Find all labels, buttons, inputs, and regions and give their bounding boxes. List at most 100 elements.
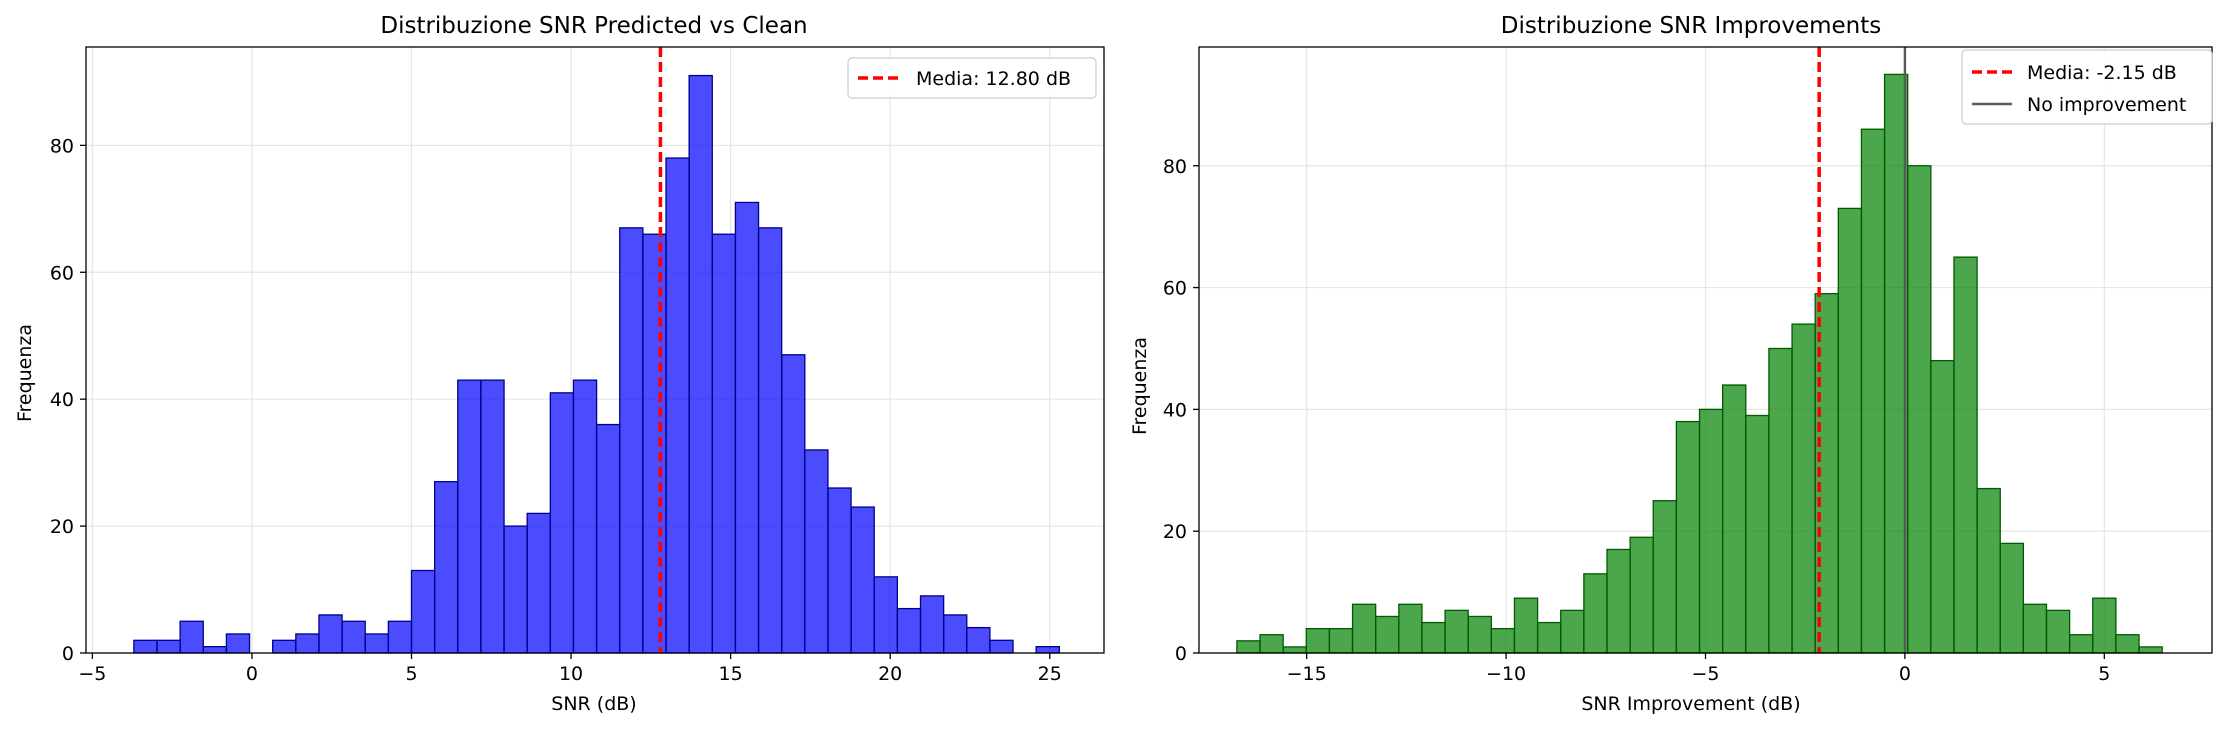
histogram-bar bbox=[873, 576, 899, 654]
x-tick-label: 0 bbox=[246, 663, 258, 685]
legend-box bbox=[847, 57, 1097, 99]
histogram-bar bbox=[1236, 640, 1261, 654]
y-axis-ticks: 0 20 40 60 80 bbox=[1163, 156, 1199, 665]
histogram-bar bbox=[1837, 207, 1863, 654]
histogram-bar bbox=[1606, 548, 1631, 654]
histogram-bar bbox=[2022, 603, 2048, 654]
histogram-bar bbox=[1930, 360, 1955, 654]
x-tick-label: −5 bbox=[1691, 663, 1719, 685]
histogram-bar bbox=[1560, 609, 1585, 654]
y-tick-label: 80 bbox=[50, 135, 74, 157]
chart-title: Distribuzione SNR Improvements bbox=[1501, 13, 1882, 39]
x-tick-label: −15 bbox=[1287, 663, 1327, 685]
histogram-bar bbox=[318, 614, 343, 654]
y-tick-label: 40 bbox=[1163, 399, 1187, 421]
histogram-bar bbox=[457, 379, 482, 654]
y-tick-label: 0 bbox=[62, 643, 74, 665]
histogram-bar bbox=[619, 227, 644, 654]
histogram-bar bbox=[734, 201, 760, 654]
histogram-bar bbox=[2115, 634, 2140, 654]
histogram-bar bbox=[503, 525, 528, 654]
histogram-bar bbox=[1490, 627, 1516, 654]
histogram-bar bbox=[595, 423, 621, 654]
histogram-bar bbox=[295, 633, 320, 654]
snr-improvements-chart: Distribuzione SNR Improvements −15 −10 −5 0… bbox=[1129, 13, 2213, 715]
histogram-bar bbox=[1421, 621, 1446, 654]
histogram-bar bbox=[1467, 615, 1492, 654]
histogram-bar bbox=[2045, 609, 2071, 654]
histogram-bar bbox=[341, 620, 366, 654]
reference-lines bbox=[1817, 47, 1907, 653]
histogram-bar bbox=[156, 639, 181, 654]
x-tick-label: 5 bbox=[405, 663, 417, 685]
histogram-bar bbox=[1035, 646, 1060, 654]
histogram-bar bbox=[272, 639, 297, 654]
x-tick-label: 25 bbox=[1038, 663, 1062, 685]
histogram-bar bbox=[688, 74, 713, 654]
histogram-bar bbox=[1675, 420, 1701, 654]
histogram-bar bbox=[1791, 323, 1816, 654]
histogram-bar bbox=[2138, 646, 2163, 654]
histogram-bar bbox=[711, 233, 737, 654]
histogram-bar bbox=[572, 379, 598, 654]
y-axis-ticks: 0 20 40 60 80 bbox=[50, 135, 86, 665]
chart-title: Distribuzione SNR Predicted vs Clean bbox=[380, 13, 807, 39]
histogram-bar bbox=[387, 620, 413, 654]
x-tick-label: 5 bbox=[2098, 663, 2110, 685]
y-tick-label: 20 bbox=[50, 516, 74, 538]
histogram-bar bbox=[2092, 597, 2117, 654]
histogram-bar bbox=[942, 614, 968, 654]
histogram-bar bbox=[179, 620, 204, 654]
histogram-bar bbox=[433, 481, 459, 654]
histogram-bar bbox=[1976, 487, 2001, 654]
legend-mean-label: Media: 12.80 dB bbox=[916, 68, 1071, 90]
y-tick-label: 40 bbox=[50, 389, 74, 411]
histogram-bars bbox=[1236, 73, 2163, 654]
histogram-bar bbox=[526, 512, 551, 654]
histogram-bar bbox=[1860, 128, 1886, 654]
histogram-bar bbox=[827, 487, 852, 654]
histogram-bar bbox=[1305, 627, 1331, 654]
x-axis-label: SNR Improvement (dB) bbox=[1581, 693, 1800, 715]
histogram-bar bbox=[642, 233, 667, 654]
histogram-bar bbox=[781, 354, 806, 654]
histogram-bar bbox=[410, 569, 436, 654]
histogram-bar bbox=[1698, 408, 1724, 654]
legend: Media: -2.15 dB No improvement bbox=[1961, 49, 2213, 125]
histogram-bar bbox=[1953, 256, 1978, 654]
histogram-bar bbox=[1375, 615, 1400, 654]
histogram-bar bbox=[1536, 621, 1562, 654]
y-tick-label: 20 bbox=[1163, 521, 1187, 543]
histogram-bar bbox=[1721, 384, 1747, 654]
histogram-bar bbox=[804, 449, 829, 654]
histogram-bar bbox=[549, 392, 575, 654]
y-tick-label: 0 bbox=[1175, 643, 1187, 665]
histogram-bar bbox=[1282, 646, 1307, 654]
y-axis-label: Frequenza bbox=[14, 324, 36, 422]
x-tick-label: −5 bbox=[78, 663, 106, 685]
legend: Media: 12.80 dB bbox=[847, 57, 1097, 99]
histogram-bar bbox=[1328, 627, 1354, 654]
histogram-bar bbox=[665, 157, 690, 654]
legend-mean-label: Media: -2.15 dB bbox=[2027, 62, 2177, 84]
y-tick-label: 60 bbox=[1163, 278, 1187, 300]
histogram-bar bbox=[1768, 347, 1793, 654]
x-tick-label: 15 bbox=[719, 663, 743, 685]
y-tick-label: 80 bbox=[1163, 156, 1187, 178]
y-axis-label: Frequenza bbox=[1129, 337, 1151, 435]
histogram-bars bbox=[133, 74, 1060, 654]
histogram-bar bbox=[1259, 634, 1284, 654]
x-axis-ticks: −5 0 5 10 15 20 25 bbox=[78, 653, 1062, 685]
plot-frame bbox=[85, 46, 1105, 654]
histogram-bar bbox=[202, 646, 228, 654]
x-tick-label: 0 bbox=[1899, 663, 1911, 685]
histogram-bar bbox=[850, 506, 875, 654]
x-tick-label: 20 bbox=[878, 663, 902, 685]
histogram-bar bbox=[1583, 573, 1608, 654]
y-tick-label: 60 bbox=[50, 262, 74, 284]
histogram-bar bbox=[364, 633, 390, 654]
legend-box bbox=[1961, 49, 2213, 125]
x-axis-ticks: −15 −10 −5 0 5 bbox=[1287, 653, 2110, 685]
histogram-bar bbox=[1629, 536, 1654, 654]
